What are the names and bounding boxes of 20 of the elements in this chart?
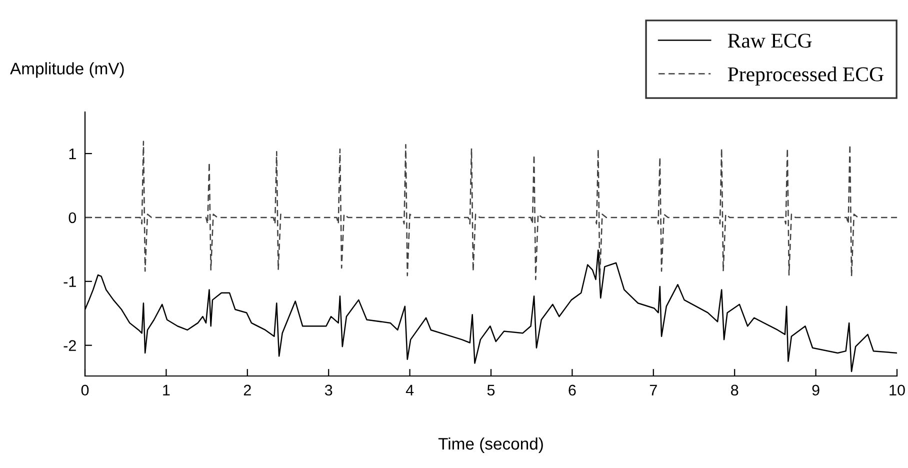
y-tick-label: 1 <box>69 148 76 160</box>
legend-label: Preprocessed ECG <box>728 66 884 86</box>
y-tick-label: -2 <box>64 340 76 351</box>
y-axis-title: Amplitude (mV) <box>10 62 124 78</box>
x-tick-label: 0 <box>81 384 89 396</box>
legend-label: Raw ECG <box>728 34 812 48</box>
x-tick-label: 4 <box>406 384 414 396</box>
x-tick-label: 7 <box>650 384 657 396</box>
x-tick-label: 10 <box>890 384 905 396</box>
line-series <box>85 140 897 280</box>
x-tick-label: 8 <box>731 384 738 396</box>
x-tick-label: 6 <box>568 384 576 396</box>
y-tick-label: -1 <box>64 276 76 287</box>
x-tick-label: 3 <box>324 384 332 396</box>
x-tick-label: 9 <box>812 384 820 396</box>
x-tick-label: 1 <box>163 384 170 396</box>
x-tick-label: 2 <box>244 384 251 396</box>
x-tick-label: 5 <box>487 384 495 396</box>
y-tick-label: 0 <box>68 212 76 224</box>
x-axis-title: Time (second) <box>438 437 543 453</box>
